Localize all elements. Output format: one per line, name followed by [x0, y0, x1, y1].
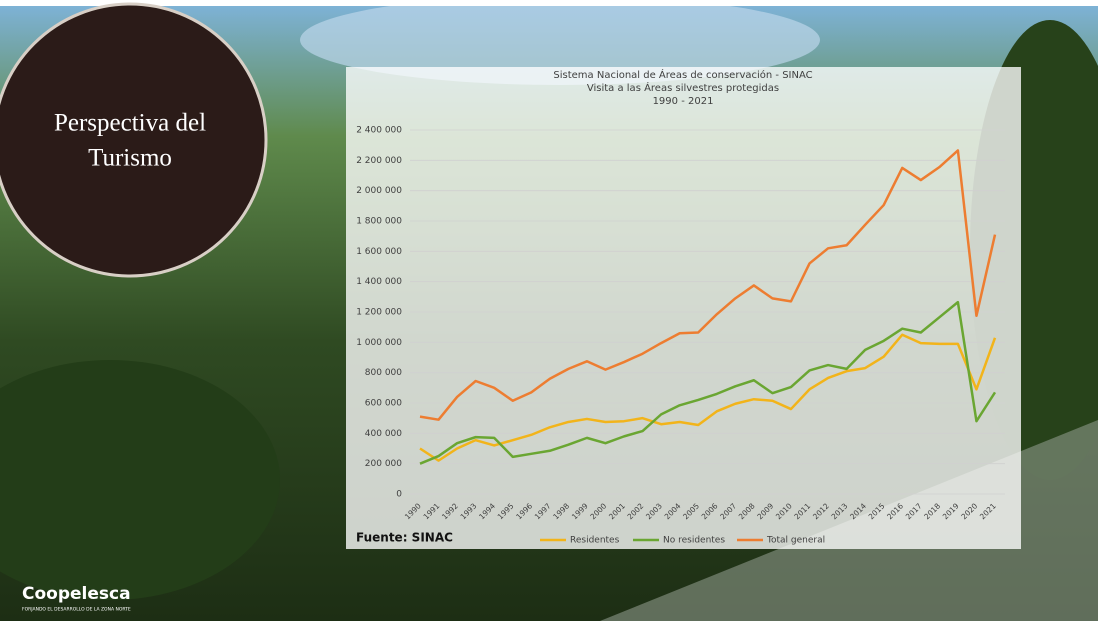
top-border — [0, 0, 1098, 6]
y-tick-label: 0 — [396, 490, 402, 500]
legend-label: Total general — [766, 536, 825, 546]
y-tick-label: 1 400 000 — [356, 277, 402, 287]
source-note: Fuente: SINAC — [356, 531, 453, 545]
y-tick-label: 2 200 000 — [356, 156, 402, 166]
heading: Turismo — [88, 145, 172, 172]
heading: Perspectiva del — [54, 110, 206, 137]
sky — [300, 0, 820, 85]
y-tick-label: 1 000 000 — [356, 338, 402, 348]
y-tick-label: 2 000 000 — [356, 186, 402, 196]
series-line — [419, 300, 997, 465]
heading-circle — [0, 2, 268, 278]
legend-label: No residentes — [663, 536, 725, 546]
y-tick-label: 800 000 — [365, 368, 402, 378]
y-tick-label: 600 000 — [365, 399, 402, 409]
y-tick-label: 2 400 000 — [356, 126, 402, 136]
y-tick-label: 200 000 — [365, 459, 402, 469]
logo-tagline: FORJANDO EL DESARROLLO DE LA ZONA NORTE — [22, 607, 131, 613]
series-line — [419, 333, 997, 462]
logo-name: Coopelesca — [22, 584, 131, 604]
legend-label: Residentes — [570, 536, 620, 546]
chart-title: Visita a las Áreas silvestres protegidas — [587, 81, 779, 94]
chart-title: 1990 - 2021 — [653, 96, 714, 107]
y-tick-label: 1 600 000 — [356, 247, 402, 257]
chart-title: Sistema Nacional de Áreas de conservació… — [553, 68, 812, 81]
foliage — [0, 360, 280, 600]
series-line — [419, 149, 997, 421]
chart-panel — [346, 67, 1021, 549]
y-tick-label: 1 800 000 — [356, 217, 402, 227]
y-tick-label: 1 200 000 — [356, 308, 402, 318]
y-tick-label: 400 000 — [365, 429, 402, 439]
